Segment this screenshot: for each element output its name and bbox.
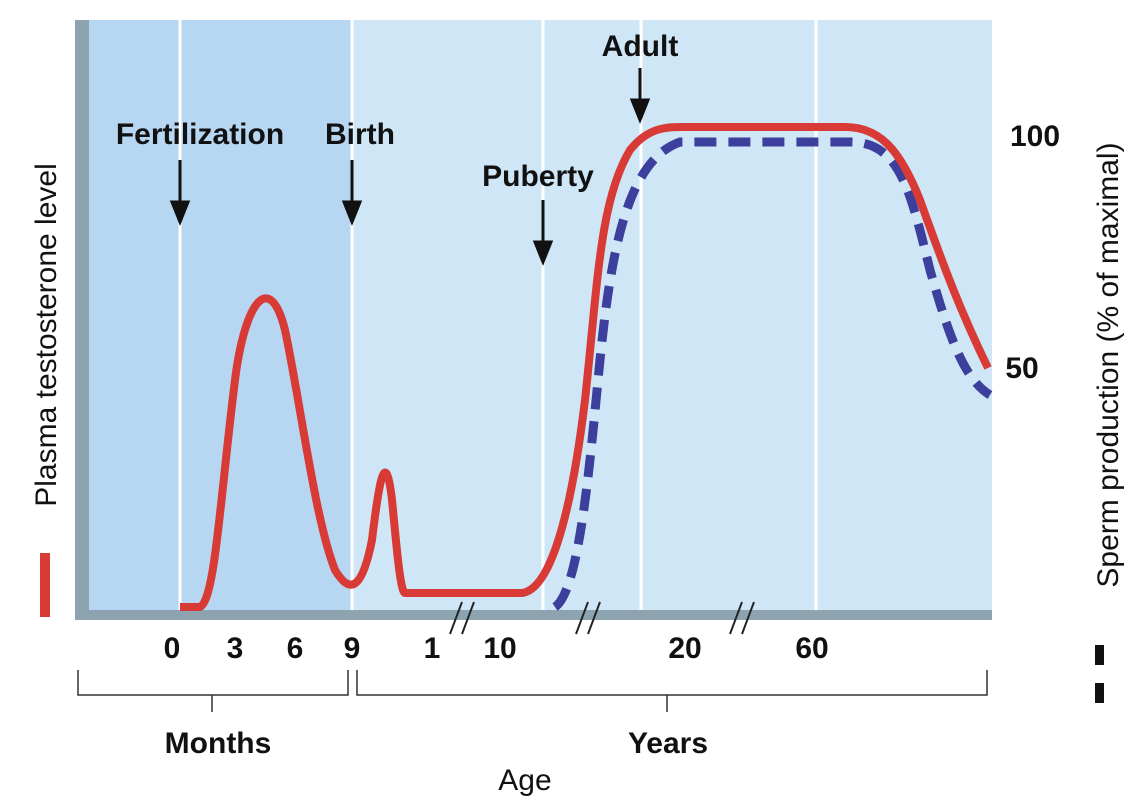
right-tick-label: 50 — [1005, 352, 1038, 385]
x-tick-label: 10 — [483, 632, 516, 665]
annotation: Puberty — [482, 160, 594, 193]
x-tick-label: 60 — [795, 632, 828, 665]
arrows — [169, 68, 651, 267]
x-tick-label: 9 — [344, 632, 361, 665]
legend-swatch — [40, 553, 50, 617]
arrow-head — [341, 200, 363, 227]
break-mark — [741, 601, 755, 635]
break-mark — [575, 601, 589, 635]
brackets — [77, 670, 988, 712]
break-mark — [729, 601, 743, 635]
break-mark — [461, 601, 475, 635]
testosterone-curve — [180, 122, 992, 611]
months-bracket — [77, 670, 349, 712]
right-axis-label: Sperm production (% of maximal) — [1092, 142, 1125, 587]
x-ticks: 0 3 6 9 1 10 20 60 — [164, 632, 829, 665]
right-tick-label: 100 — [1010, 120, 1060, 153]
x-tick-label: 3 — [227, 632, 244, 665]
arrow-head — [169, 200, 191, 227]
x-tick-label: 6 — [287, 632, 304, 665]
bottom-axis-bar — [75, 610, 992, 620]
x-tick-label: 0 — [164, 632, 181, 665]
annotation: Adult — [602, 30, 679, 63]
left-axis-bar — [75, 20, 89, 620]
break-mark — [587, 601, 601, 635]
x-tick-label: 1 — [424, 632, 441, 665]
legend-swatch — [1095, 645, 1104, 665]
years-bracket — [356, 670, 988, 712]
axis-breaks — [449, 601, 755, 635]
arrow-head — [532, 240, 554, 267]
x-tick-label: 20 — [668, 632, 701, 665]
bracket-label: Years — [628, 727, 708, 760]
break-mark — [449, 601, 463, 635]
left-axis-label: Plasma testosterone level — [30, 163, 63, 507]
bracket-label: Months — [165, 727, 272, 760]
sperm-curve — [551, 137, 993, 611]
annotation: Birth — [325, 118, 395, 151]
x-axis-label: Age — [498, 764, 551, 797]
annotation: Fertilization — [116, 118, 284, 151]
arrow-head — [629, 98, 651, 125]
legend-swatch — [1095, 683, 1104, 703]
